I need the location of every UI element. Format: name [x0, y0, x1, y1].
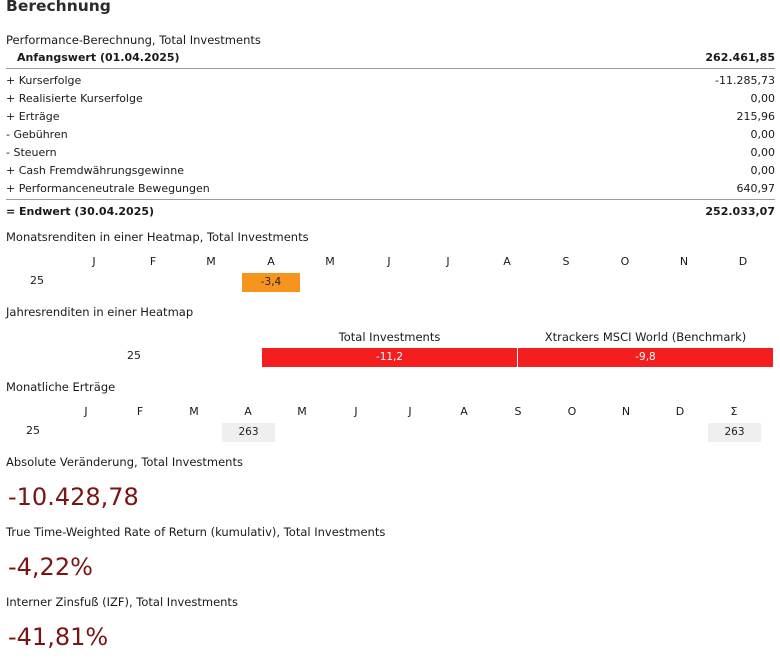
absolute-change-value: -10.428,78 [8, 483, 139, 511]
start-value: 262.461,85 [705, 51, 775, 64]
start-value-label: Anfangswert (01.04.2025) [17, 51, 180, 64]
ttwror-value: -4,22% [8, 553, 93, 581]
month-header: F [149, 255, 157, 268]
month-header: J [446, 255, 450, 268]
calc-row-value: 215,96 [736, 110, 776, 123]
yearly-heatmap-heading: Jahresrenditen in einer Heatmap [6, 305, 194, 319]
calc-row-label: + Erträge [6, 110, 60, 123]
month-header: M [189, 405, 199, 418]
calc-row-value: 0,00 [750, 92, 776, 105]
heatmap-cell-benchmark: -9,8 [518, 348, 773, 367]
income-cell-april: 263 [222, 423, 275, 442]
month-header: A [244, 405, 252, 418]
month-header: A [460, 405, 468, 418]
calc-row: + Realisierte Kurserfolge 0,00 [6, 90, 775, 108]
year-label: 25 [127, 349, 141, 362]
calc-row-value: -11.285,73 [715, 74, 775, 87]
income-cell-sum: 263 [708, 423, 761, 442]
column-header-total-investments: Total Investments [338, 330, 441, 344]
month-header: J [84, 405, 88, 418]
monthly-income-heading: Monatliche Erträge [6, 380, 116, 394]
absolute-change-heading: Absolute Veränderung, Total Investments [6, 455, 243, 469]
calc-row-label: + Kurserfolge [6, 74, 82, 87]
calc-row-label: + Realisierte Kurserfolge [6, 92, 143, 105]
month-header: F [136, 405, 144, 418]
divider [6, 68, 775, 69]
start-value-row: Anfangswert (01.04.2025) 262.461,85 [6, 49, 775, 67]
calc-row-label: - Gebühren [6, 128, 68, 141]
month-header: M [297, 405, 307, 418]
calc-row: - Steuern 0,00 [6, 144, 775, 162]
month-header: J [354, 405, 358, 418]
calc-row-value: 0,00 [750, 164, 776, 177]
month-header: S [514, 405, 522, 418]
end-value: 252.033,07 [705, 205, 775, 218]
calc-row-value: 640,97 [736, 182, 776, 195]
heatmap-cell-april: -3,4 [242, 273, 300, 292]
month-header: J [92, 255, 96, 268]
calc-row-label: + Cash Fremdwährungsgewinne [6, 164, 185, 177]
month-header: N [679, 255, 689, 268]
calc-row: + Erträge 215,96 [6, 108, 775, 126]
calc-row-label: - Steuern [6, 146, 57, 159]
calc-row-value: 0,00 [750, 128, 776, 141]
monthly-heatmap-heading: Monatsrenditen in einer Heatmap, Total I… [6, 230, 309, 244]
heatmap-cell-total: -11,2 [262, 348, 517, 367]
month-header: D [675, 405, 685, 418]
calc-row: - Gebühren 0,00 [6, 126, 775, 144]
calc-row-label: + Performanceneutrale Bewegungen [6, 182, 210, 195]
month-header: A [503, 255, 511, 268]
end-value-label: = Endwert (30.04.2025) [6, 205, 155, 218]
month-header: S [562, 255, 570, 268]
year-label: 25 [30, 274, 44, 287]
ttwror-heading: True Time-Weighted Rate of Return (kumul… [6, 525, 386, 539]
irr-heading: Interner Zinsfuß (IZF), Total Investment… [6, 595, 238, 609]
year-label: 25 [26, 424, 40, 437]
calc-row-value: 0,00 [750, 146, 776, 159]
calc-row: + Kurserfolge -11.285,73 [6, 72, 775, 90]
performance-heading: Performance-Berechnung, Total Investment… [6, 33, 261, 47]
month-header: D [738, 255, 748, 268]
month-header: J [387, 255, 391, 268]
calc-row: + Cash Fremdwährungsgewinne 0,00 [6, 162, 775, 180]
calc-row: + Performanceneutrale Bewegungen 640,97 [6, 180, 775, 198]
page-title: Berechnung [6, 0, 111, 15]
sum-header: Σ [730, 405, 738, 418]
month-header: M [206, 255, 216, 268]
divider [6, 199, 775, 200]
end-value-row: = Endwert (30.04.2025) 252.033,07 [6, 203, 775, 221]
month-header: M [325, 255, 335, 268]
month-header: N [621, 405, 631, 418]
month-header: J [408, 405, 412, 418]
irr-value: -41,81% [8, 623, 109, 651]
month-header: O [567, 405, 577, 418]
column-header-benchmark: Xtrackers MSCI World (Benchmark) [544, 330, 747, 344]
month-header: A [267, 255, 275, 268]
month-header: O [620, 255, 630, 268]
